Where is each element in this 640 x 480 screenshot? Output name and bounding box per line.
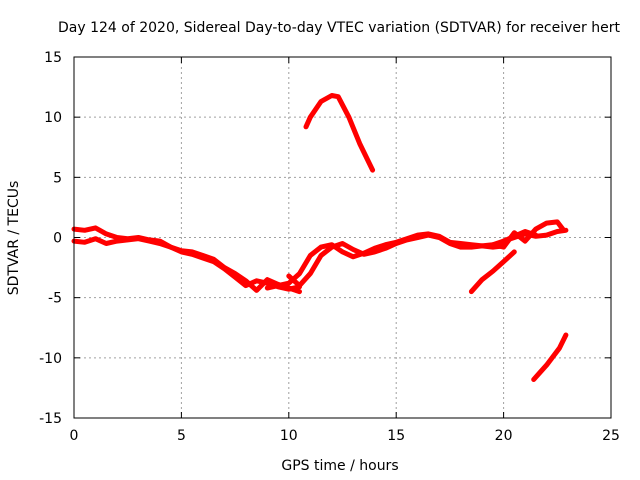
series-track-i bbox=[531, 332, 569, 382]
y-tick-label: 10 bbox=[44, 110, 62, 126]
x-tick-label: 15 bbox=[387, 428, 405, 444]
y-tick-label: -5 bbox=[48, 291, 62, 307]
series-track-g bbox=[303, 93, 376, 173]
data-series bbox=[71, 93, 569, 382]
series-track-f bbox=[501, 227, 569, 244]
series-track-h bbox=[468, 249, 517, 295]
grid bbox=[74, 57, 611, 418]
y-tick-label: -15 bbox=[39, 411, 62, 427]
x-tick-label: 0 bbox=[70, 428, 79, 444]
x-tick-label: 25 bbox=[602, 428, 620, 444]
y-tick-label: 5 bbox=[53, 170, 62, 186]
x-tick-label: 10 bbox=[280, 428, 298, 444]
series-track-b bbox=[71, 236, 302, 292]
x-tick-label: 20 bbox=[495, 428, 513, 444]
series-track-c bbox=[264, 231, 507, 291]
x-tick-label: 5 bbox=[177, 428, 186, 444]
series-track-d bbox=[286, 229, 539, 289]
y-tick-label: 0 bbox=[53, 231, 62, 247]
chart-title: Day 124 of 2020, Sidereal Day-to-day VTE… bbox=[58, 20, 620, 36]
y-tick-label: -10 bbox=[39, 351, 62, 367]
axis-ticks: 0 5 10 15 20 25 -15 -10 -5 0 5 10 15 bbox=[39, 50, 620, 444]
y-axis-label: SDTVAR / TECUs bbox=[6, 181, 22, 296]
x-axis-label: GPS time / hours bbox=[281, 458, 398, 474]
y-tick-label: 15 bbox=[44, 50, 62, 66]
